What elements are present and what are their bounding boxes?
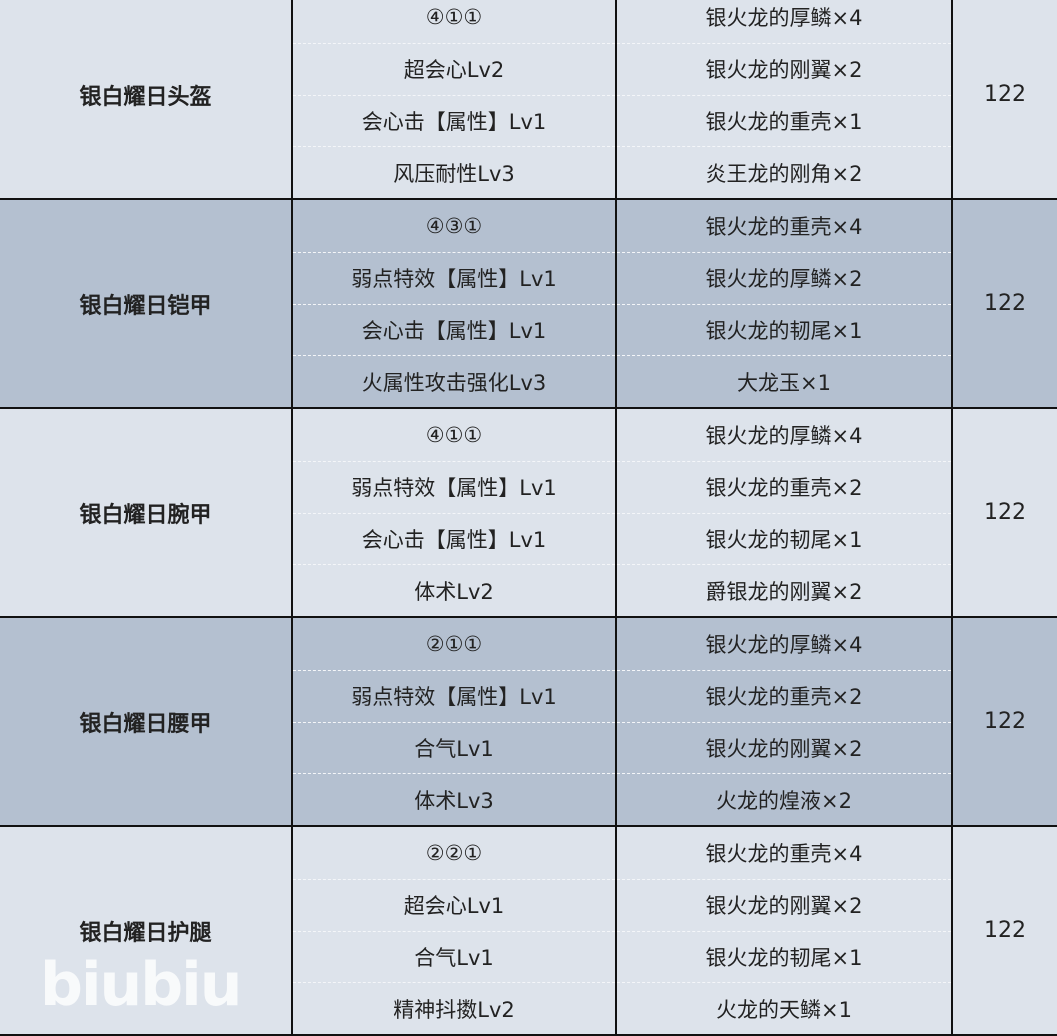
armor-name: 银白耀日头盔 [79,84,212,110]
value-cell: 122 [984,500,1026,525]
skill-item: 超会心Lv1 [293,878,615,931]
materials-cell: 银火龙的厚鳞×4 银火龙的重壳×2 银火龙的刚翼×2 火龙的煌液×2 [617,618,953,825]
material-item: 大龙玉×1 [617,355,951,407]
skill-item: 风压耐性Lv3 [293,146,615,198]
skills-cell: ④①① 超会心Lv2 会心击【属性】Lv1 风压耐性Lv3 [291,0,617,198]
table-row-group: 银白耀日腕甲 ④①① 弱点特效【属性】Lv1 会心击【属性】Lv1 体术Lv2 银火龙的厚… [0,409,1057,618]
materials-cell: 银火龙的厚鳞×4 银火龙的刚翼×2 银火龙的重壳×1 炎王龙的刚角×2 [617,0,953,198]
material-item: 银火龙的韧尾×1 [617,930,951,983]
material-item: 炎王龙的刚角×2 [617,146,951,198]
material-item: 火龙的天鳞×1 [617,982,951,1034]
skill-item: 会心击【属性】Lv1 [293,512,615,565]
materials-cell: 银火龙的厚鳞×4 银火龙的重壳×2 银火龙的韧尾×1 爵银龙的刚翼×2 [617,409,953,616]
slot-info: ④③① [425,213,483,238]
table-row-group: 银白耀日头盔 ④①① 超会心Lv2 会心击【属性】Lv1 风压耐性Lv3 银火龙的厚鳞×4… [0,0,1057,200]
value-cell: 122 [984,709,1026,734]
armor-name: 银白耀日铠甲 [79,293,212,319]
skill-item: 火属性攻击强化Lv3 [293,355,615,407]
skills-cell: ④③① 弱点特效【属性】Lv1 会心击【属性】Lv1 火属性攻击强化Lv3 [291,200,617,407]
skill-item: 超会心Lv2 [293,42,615,95]
material-item: 银火龙的韧尾×1 [617,512,951,565]
skill-item: 弱点特效【属性】Lv1 [293,251,615,304]
skill-item: 合气Lv1 [293,721,615,774]
slot-info: ②②① [425,840,483,865]
material-item: 银火龙的刚翼×2 [617,878,951,931]
material-item: 银火龙的韧尾×1 [617,303,951,356]
materials-cell: 银火龙的重壳×4 银火龙的刚翼×2 银火龙的韧尾×1 火龙的天鳞×1 [617,827,953,1034]
table-row-group: 银白耀日铠甲 ④③① 弱点特效【属性】Lv1 会心击【属性】Lv1 火属性攻击强化Lv3… [0,200,1057,409]
material-item: 银火龙的厚鳞×2 [617,251,951,304]
armor-name: 银白耀日腕甲 [79,502,212,528]
value-cell: 122 [984,82,1026,107]
material-item: 银火龙的厚鳞×4 [705,632,863,657]
value-cell: 122 [984,291,1026,316]
material-item: 银火龙的重壳×1 [617,94,951,147]
materials-cell: 银火龙的重壳×4 银火龙的厚鳞×2 银火龙的韧尾×1 大龙玉×1 [617,200,953,407]
material-item: 爵银龙的刚翼×2 [617,564,951,616]
material-item: 火龙的煌液×2 [617,773,951,825]
slot-info: ④①① [425,4,483,29]
skills-cell: ②①① 弱点特效【属性】Lv1 合气Lv1 体术Lv3 [291,618,617,825]
value-cell: 122 [984,918,1026,943]
skill-item: 合气Lv1 [293,930,615,983]
watermark-logo: biubiu [40,950,242,1020]
skill-item: 体术Lv3 [293,773,615,825]
material-item: 银火龙的厚鳞×4 [705,423,863,448]
skill-item: 弱点特效【属性】Lv1 [293,669,615,722]
material-item: 银火龙的厚鳞×4 [705,5,863,30]
skill-item: 弱点特效【属性】Lv1 [293,460,615,513]
skill-item: 会心击【属性】Lv1 [293,303,615,356]
material-item: 银火龙的刚翼×2 [617,721,951,774]
material-item: 银火龙的重壳×2 [617,460,951,513]
table-row-group: 银白耀日腰甲 ②①① 弱点特效【属性】Lv1 合气Lv1 体术Lv3 银火龙的厚鳞×4 银火… [0,618,1057,827]
material-item: 银火龙的刚翼×2 [617,42,951,95]
skills-cell: ④①① 弱点特效【属性】Lv1 会心击【属性】Lv1 体术Lv2 [291,409,617,616]
skill-item: 体术Lv2 [293,564,615,616]
skill-item: 精神抖擞Lv2 [293,982,615,1034]
slot-info: ④①① [425,422,483,447]
skill-item: 会心击【属性】Lv1 [293,94,615,147]
material-item: 银火龙的重壳×4 [705,841,863,866]
skills-cell: ②②① 超会心Lv1 合气Lv1 精神抖擞Lv2 [291,827,617,1034]
armor-name: 银白耀日护腿 [79,920,212,946]
material-item: 银火龙的重壳×4 [705,214,863,239]
slot-info: ②①① [425,631,483,656]
material-item: 银火龙的重壳×2 [617,669,951,722]
armor-name: 银白耀日腰甲 [79,711,212,737]
